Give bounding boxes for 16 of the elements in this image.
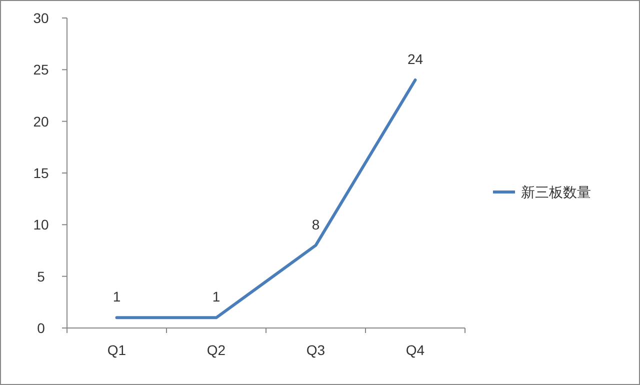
- data-label: 24: [407, 51, 424, 67]
- y-tick-label: 25: [33, 62, 49, 78]
- data-label: 1: [212, 288, 220, 305]
- data-label: 1: [112, 288, 121, 305]
- x-tick-label: Q1: [107, 342, 126, 358]
- x-tick-label: Q3: [306, 342, 326, 358]
- y-tick-label: 5: [37, 268, 46, 284]
- data-label: 8: [312, 216, 320, 232]
- x-tick-label: Q4: [406, 342, 425, 358]
- y-tick-label: 30: [33, 10, 49, 26]
- legend-label: 新三板数量: [521, 184, 591, 200]
- x-tick-label: Q2: [206, 342, 226, 358]
- y-tick-label: 0: [37, 320, 46, 336]
- y-tick-label: 20: [33, 113, 49, 130]
- y-tick-label: 15: [33, 165, 49, 181]
- y-tick-label: 10: [33, 216, 49, 233]
